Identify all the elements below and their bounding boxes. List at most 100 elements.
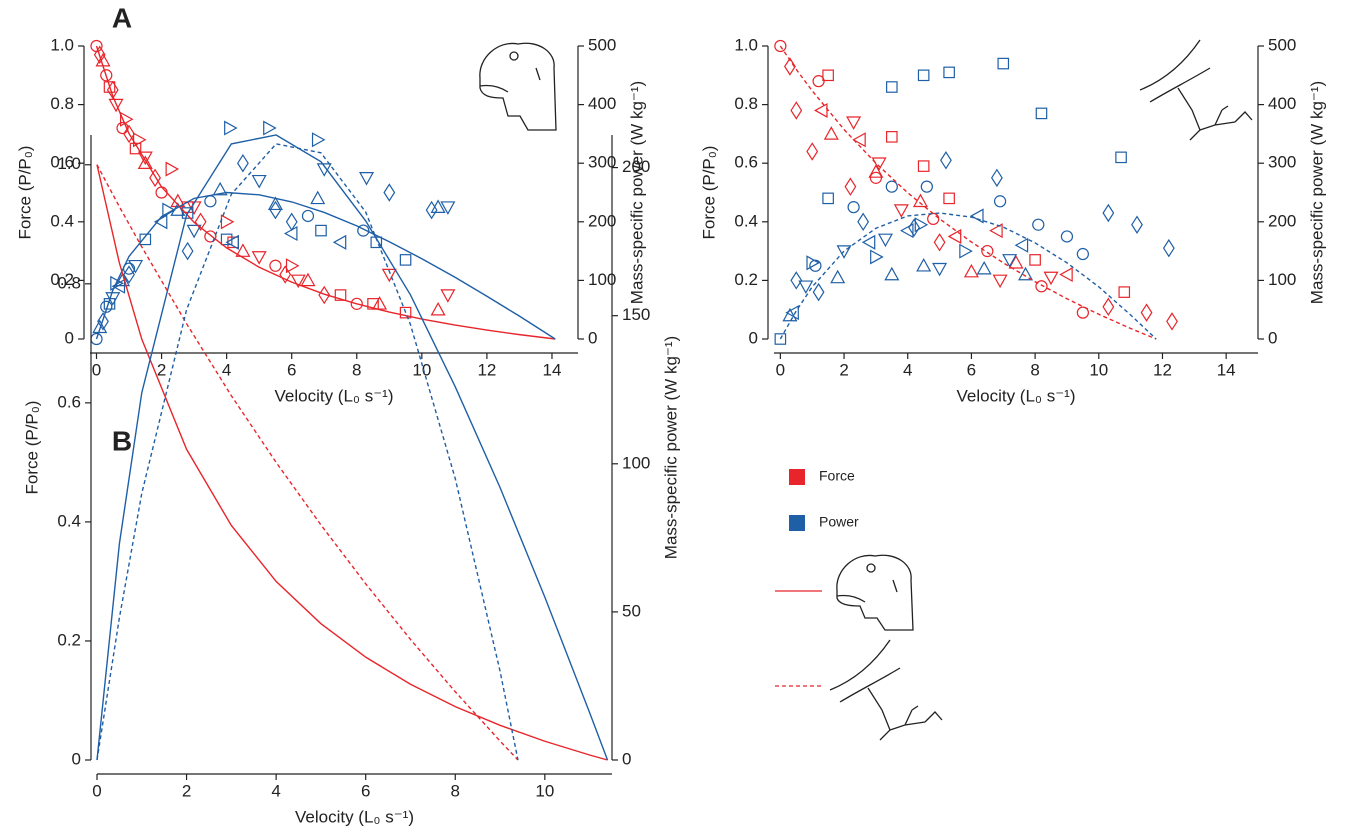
marker [806,142,819,161]
head-drawing [836,554,914,631]
y2-axis-label: Mass-specific power (W kg⁻¹) [661,336,680,559]
marker [774,39,787,53]
x-tick-label: 14 [1217,360,1236,379]
x-tick-label: 8 [451,781,460,800]
marker [186,224,202,239]
y-tick-label: 0.2 [57,630,81,649]
marker [92,319,108,334]
x-axis-label: Velocity (L₀ s⁻¹) [957,386,1076,405]
marker [812,282,825,302]
marker [383,183,396,202]
y-tick-label: 0.4 [57,511,81,530]
marker [927,212,940,225]
marker [97,312,109,331]
marker [790,271,803,290]
y2-tick-label: 400 [588,94,616,113]
marker [100,300,113,313]
marker [310,190,326,205]
y2-tick-label: 200 [1268,211,1296,230]
marker [225,234,239,250]
marker [870,249,884,265]
marker [269,259,282,272]
marker [269,200,282,220]
fit-line [95,45,556,340]
marker [194,212,207,232]
marker [115,272,131,287]
marker [1018,266,1034,281]
marker [917,69,930,82]
marker [823,126,839,140]
marker [1118,286,1131,298]
y-tick-label: 1.0 [57,154,81,173]
y-tick-label: 0 [749,328,758,347]
marker [1140,303,1153,322]
marker [784,57,796,76]
marker [798,280,814,294]
marker [920,180,933,193]
marker [1008,255,1024,269]
y2-tick-label: 0 [622,749,631,768]
marker [1115,151,1127,164]
marker [822,192,834,205]
y2-tick-label: 150 [622,305,650,324]
marker [90,332,103,346]
y2-tick-label: 100 [1268,270,1296,289]
marker [220,233,233,246]
marker [912,193,928,208]
y2-tick-label: 200 [622,157,650,176]
y2-tick-label: 300 [1268,153,1296,172]
marker [315,224,327,237]
marker [111,278,126,294]
marker [885,180,898,193]
marker [100,69,113,82]
marker [844,177,857,196]
y-tick-label: 0.6 [57,392,81,411]
marker [857,212,870,232]
marker [1035,107,1048,120]
y2-tick-label: 0 [1268,328,1277,347]
x-tick-label: 6 [361,781,370,800]
y-tick-label: 0.4 [734,211,758,230]
marker [812,75,825,88]
y2-axis-label: Mass-specific power (W kg⁻¹) [627,81,646,304]
marker [300,272,316,287]
x-tick-label: 2 [182,781,191,800]
x-tick-label: 0 [776,360,785,379]
y2-tick-label: 100 [588,270,616,289]
marker [992,274,1008,289]
y-tick-label: 1.0 [50,35,74,54]
marker [852,132,866,148]
x-tick-label: 10 [535,781,554,800]
marker [847,201,860,214]
marker [236,153,249,173]
marker [204,195,217,208]
y-tick-label: 0.4 [50,211,74,230]
marker [430,301,446,316]
y-tick-label: 0 [65,328,74,347]
x-tick-label: 12 [477,360,496,379]
y-axis-label: Force (P/P₀) [15,146,34,240]
marker [181,207,194,219]
marker [425,200,438,220]
marker [1166,312,1178,331]
marker [359,172,375,186]
marker [1002,254,1018,268]
marker [785,305,799,321]
marker [884,266,900,281]
marker [970,208,984,224]
marker [440,289,456,303]
x-tick-label: 2 [839,360,848,379]
marker [830,269,846,284]
x-tick-label: 4 [903,360,912,379]
y2-tick-label: 400 [1268,94,1296,113]
legend-label: Power [819,514,859,530]
marker [790,101,803,120]
y2-tick-label: 500 [588,35,616,54]
marker [963,263,979,278]
marker [332,234,347,250]
fit-line [96,164,519,761]
marker [846,116,862,130]
y-tick-label: 0 [72,749,81,768]
legend-label: Force [819,468,855,484]
marker [149,168,161,188]
